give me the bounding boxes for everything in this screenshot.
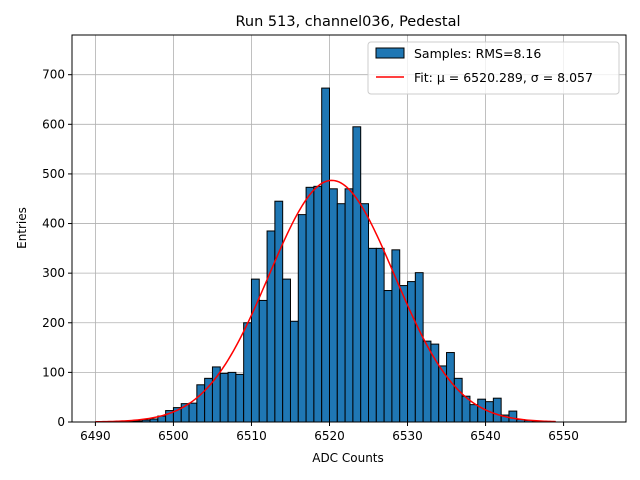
histogram-bar — [383, 290, 393, 423]
x-tick-label: 6500 — [158, 429, 189, 443]
histogram-bar — [227, 371, 237, 423]
histogram-bar — [305, 186, 315, 423]
histogram-bar — [328, 188, 338, 423]
histogram-bar — [414, 272, 424, 423]
y-tick-label: 600 — [42, 117, 65, 131]
y-tick-label: 400 — [42, 217, 65, 231]
histogram-bar — [407, 281, 416, 423]
histogram-bar — [446, 352, 455, 423]
histogram-bar — [289, 320, 299, 423]
histogram-bar — [508, 410, 518, 423]
histogram-bar — [360, 203, 370, 423]
histogram-bar — [453, 377, 463, 423]
histogram-bar — [266, 230, 276, 423]
histogram-bar — [352, 126, 362, 423]
x-tick-label: 6540 — [470, 429, 501, 443]
histogram-bar — [297, 214, 307, 423]
x-tick-label: 6510 — [236, 429, 267, 443]
histogram-bar — [336, 203, 346, 423]
histogram-bar — [375, 247, 385, 423]
histogram-bar — [368, 247, 377, 423]
histogram-bar — [282, 278, 291, 423]
x-tick-label: 6550 — [548, 429, 579, 443]
histogram-bar — [477, 398, 487, 423]
x-axis-title: ADC Counts — [312, 451, 384, 465]
histogram-bar — [204, 377, 213, 423]
histogram-bar — [422, 340, 432, 423]
y-axis-title: Entries — [15, 207, 29, 249]
histogram-bar — [469, 404, 479, 423]
y-tick-label: 700 — [42, 68, 65, 82]
histogram-bar — [188, 402, 198, 423]
x-tick-label: 6520 — [314, 429, 345, 443]
plot-frame — [71, 34, 627, 423]
y-axis-ticks: 0 100 200 300 400 500 600 700 — [42, 68, 72, 429]
histogram-bar — [313, 185, 323, 423]
histogram-bar — [258, 299, 268, 423]
legend-histogram-label: Samples: RMS=8.16 — [414, 46, 541, 61]
histogram-bar — [274, 200, 284, 423]
histogram-bar — [219, 372, 229, 423]
y-tick-label: 100 — [42, 365, 65, 379]
histogram-bar — [235, 373, 245, 423]
x-axis-ticks: 6490 6500 6510 6520 6530 6540 6550 — [80, 422, 579, 443]
y-tick-label: 300 — [42, 266, 65, 280]
x-tick-label: 6490 — [80, 429, 111, 443]
y-tick-label: 0 — [57, 415, 65, 429]
legend-fit-label: Fit: μ = 6520.289, σ = 8.057 — [414, 70, 593, 85]
histogram-bar — [492, 397, 502, 423]
fit-curve — [95, 179, 556, 423]
y-tick-label: 200 — [42, 316, 65, 330]
histogram-bar — [399, 285, 409, 423]
x-tick-label: 6530 — [392, 429, 423, 443]
chart-title: Run 513, channel036, Pedestal — [235, 14, 460, 30]
legend-histogram-swatch — [375, 47, 405, 59]
histogram-bar — [211, 366, 221, 423]
histogram-bar — [243, 322, 252, 423]
histogram-bar — [196, 384, 206, 423]
histogram-bar — [391, 249, 401, 423]
histogram-bar — [321, 87, 330, 423]
legend-box — [367, 41, 620, 95]
legend: Samples: RMS=8.16 Fit: μ = 6520.289, σ =… — [367, 41, 620, 95]
y-tick-label: 500 — [42, 167, 65, 181]
histogram-bar — [344, 188, 354, 423]
